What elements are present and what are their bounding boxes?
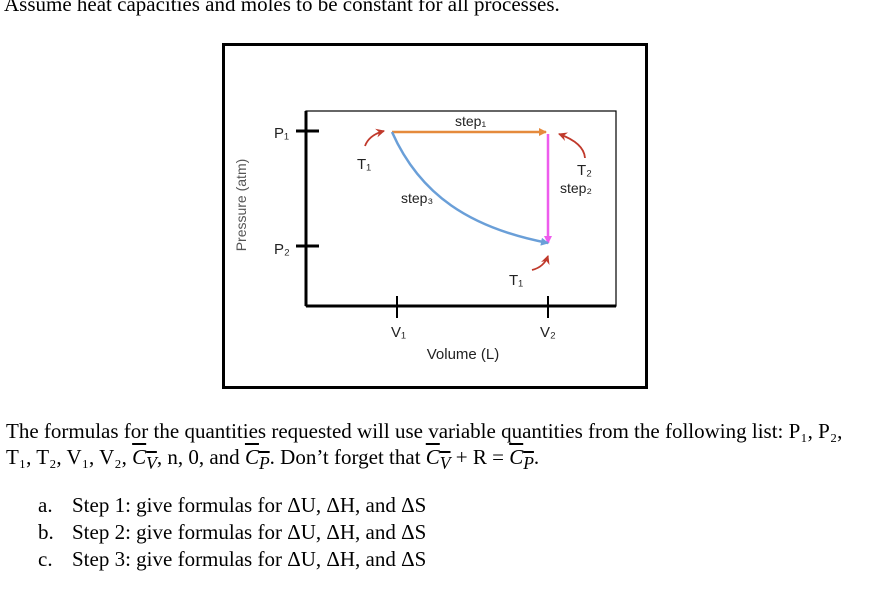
- step3-label: step₃: [401, 190, 433, 206]
- v2-label: V₂: [540, 324, 556, 341]
- step2-label: step₂: [560, 180, 592, 196]
- t1-bottom-arrow: [531, 255, 550, 271]
- plot-area: [305, 110, 617, 307]
- step1-label: step₁: [455, 113, 486, 129]
- formulas-paragraph: The formulas for the quantities requeste…: [6, 418, 868, 476]
- intro-text: Assume heat capacities and moles to be c…: [4, 0, 560, 16]
- y-axis-label: Pressure (atm): [233, 159, 249, 252]
- cv-symbol-2: CV: [425, 445, 451, 474]
- list-item: a. Step 1: give formulas for ΔU, ΔH, and …: [38, 492, 426, 519]
- steps-list: a. Step 1: give formulas for ΔU, ΔH, and …: [38, 492, 426, 573]
- x-axis-label: Volume (L): [427, 346, 500, 363]
- formulas-text-4: + R =: [450, 445, 510, 469]
- t1-top-label: T₁: [357, 156, 371, 173]
- list-item: b. Step 2: give formulas for ΔU, ΔH, and …: [38, 519, 426, 546]
- list-item-letter: a.: [38, 493, 53, 517]
- t1-top-arrow: [364, 128, 385, 147]
- diagram-frame: [222, 43, 648, 389]
- t2-label: T₂: [577, 162, 592, 179]
- cp-symbol: CP: [244, 445, 270, 474]
- list-item-letter: c.: [38, 547, 53, 571]
- list-item-text: Step 2: give formulas for ΔU, ΔH, and ΔS: [72, 520, 427, 544]
- list-item-letter: b.: [38, 520, 54, 544]
- cv-symbol: CV: [132, 445, 157, 474]
- p2-label: P₂: [274, 241, 290, 258]
- list-item: c. Step 3: give formulas for ΔU, ΔH, and …: [38, 546, 426, 573]
- pv-diagram: Pressure (atm) P₁ P₂ V₁ V₂ Volume (L) st…: [222, 43, 648, 389]
- formulas-text-1: The formulas for the quantities requeste…: [6, 419, 843, 469]
- formulas-text-2: , n, 0, and: [156, 445, 245, 469]
- list-item-text: Step 3: give formulas for ΔU, ΔH, and ΔS: [72, 547, 427, 571]
- list-item-text: Step 1: give formulas for ΔU, ΔH, and ΔS: [72, 493, 427, 517]
- step3-curve: [390, 131, 549, 246]
- cp-symbol-2: CP: [509, 445, 534, 474]
- t2-arrow: [558, 132, 586, 159]
- formulas-text-3: . Don’t forget that: [269, 445, 426, 469]
- t1-bottom-label: T₁: [509, 272, 523, 289]
- formulas-text-5: .: [533, 445, 540, 469]
- p1-label: P₁: [274, 125, 289, 142]
- v1-label: V₁: [391, 324, 406, 341]
